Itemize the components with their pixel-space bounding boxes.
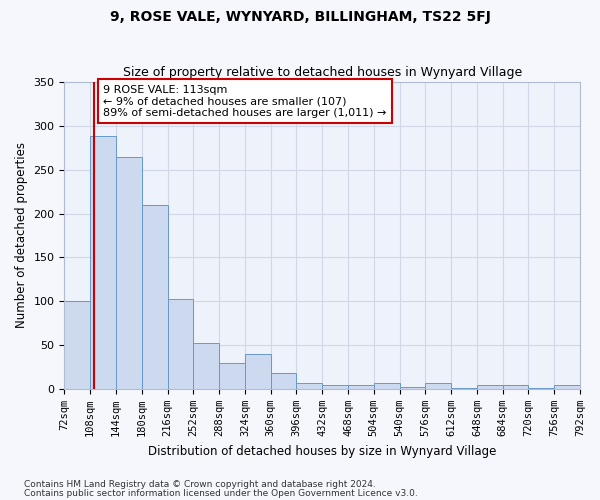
Text: Contains HM Land Registry data © Crown copyright and database right 2024.: Contains HM Land Registry data © Crown c… <box>24 480 376 489</box>
Bar <box>142 205 167 389</box>
Bar <box>451 388 477 389</box>
Text: 9 ROSE VALE: 113sqm
← 9% of detached houses are smaller (107)
89% of semi-detach: 9 ROSE VALE: 113sqm ← 9% of detached hou… <box>103 84 386 118</box>
X-axis label: Distribution of detached houses by size in Wynyard Village: Distribution of detached houses by size … <box>148 444 496 458</box>
Bar <box>554 386 580 389</box>
Bar <box>271 373 296 389</box>
Bar <box>116 156 142 389</box>
Bar <box>348 386 374 389</box>
Bar <box>477 384 503 389</box>
Bar <box>425 383 451 389</box>
Text: Contains public sector information licensed under the Open Government Licence v3: Contains public sector information licen… <box>24 489 418 498</box>
Bar <box>64 302 90 389</box>
Bar <box>296 383 322 389</box>
Text: 9, ROSE VALE, WYNYARD, BILLINGHAM, TS22 5FJ: 9, ROSE VALE, WYNYARD, BILLINGHAM, TS22 … <box>110 10 490 24</box>
Bar <box>374 383 400 389</box>
Y-axis label: Number of detached properties: Number of detached properties <box>15 142 28 328</box>
Bar <box>503 386 529 389</box>
Bar <box>322 384 348 389</box>
Bar <box>529 388 554 389</box>
Bar <box>193 344 219 389</box>
Title: Size of property relative to detached houses in Wynyard Village: Size of property relative to detached ho… <box>122 66 522 80</box>
Bar <box>400 387 425 389</box>
Bar <box>90 136 116 389</box>
Bar <box>219 362 245 389</box>
Bar <box>245 354 271 389</box>
Bar <box>167 298 193 389</box>
